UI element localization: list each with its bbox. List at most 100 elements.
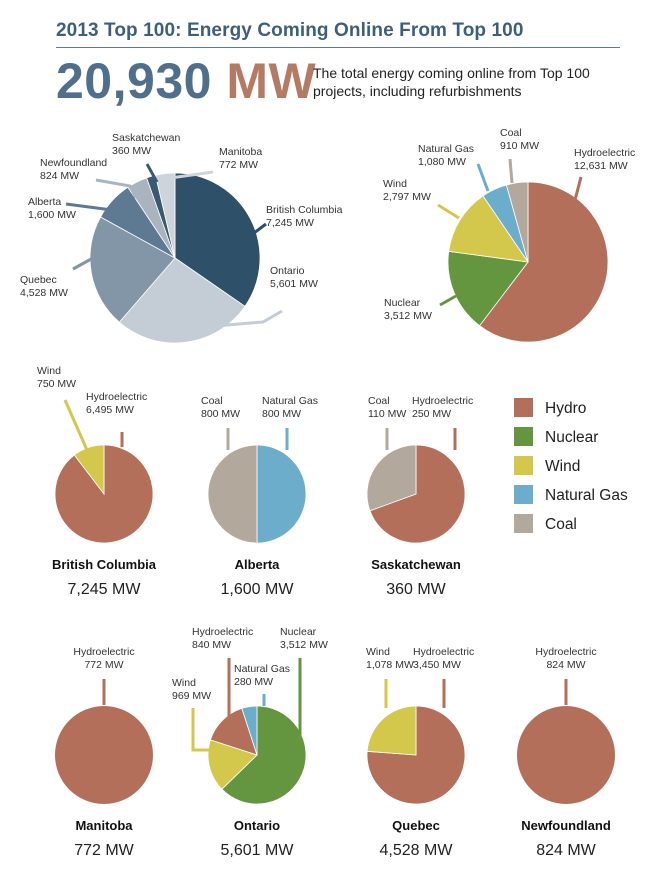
slice-label-name: Nuclear bbox=[384, 297, 421, 309]
pie-slice-coal bbox=[366, 444, 417, 512]
total-energy-unit: MW bbox=[226, 53, 317, 109]
slice-label-value: 772 MW bbox=[219, 159, 258, 171]
pie-title-saskatchewan: Saskatchewan bbox=[371, 557, 461, 572]
slice-label-name: Saskatchewan bbox=[112, 132, 180, 144]
legend-label-nuclear: Nuclear bbox=[545, 429, 598, 446]
slice-label-name: Hydroelectric bbox=[192, 626, 253, 638]
slice-label-value: 3,450 MW bbox=[413, 659, 461, 671]
slice-label-hydroelectric: Hydroelectric 840 MW bbox=[192, 626, 253, 651]
slice-label-natural-gas: Natural Gas 280 MW bbox=[234, 663, 290, 688]
slice-label-british-columbia: British Columbia 7,245 MW bbox=[266, 204, 343, 229]
legend-label-hydro: Hydro bbox=[545, 400, 586, 417]
slice-label-hydroelectric: Hydroelectric 250 MW bbox=[412, 395, 473, 420]
pie-slice-coal bbox=[505, 181, 529, 263]
leader-line-manitoba bbox=[168, 170, 214, 189]
slice-label-value: 4,528 MW bbox=[20, 287, 68, 299]
leader-line-quebec bbox=[72, 256, 94, 271]
leader-line-saskatchewan bbox=[145, 163, 159, 183]
slice-label-quebec: Quebec 4,528 MW bbox=[20, 274, 68, 299]
slice-label-value: 772 MW bbox=[84, 659, 123, 671]
leader-line-british-columbia bbox=[249, 222, 267, 238]
slice-label-value: 824 MW bbox=[546, 659, 585, 671]
slice-label-hydroelectric: Hydroelectric 6,495 MW bbox=[86, 391, 147, 416]
slice-label-name: Coal bbox=[500, 127, 522, 139]
pie-slice-wind bbox=[73, 444, 105, 496]
slice-label-value: 910 MW bbox=[500, 140, 539, 152]
slice-label-hydroelectric: Hydroelectric 772 MW bbox=[73, 646, 134, 671]
slice-label-value: 840 MW bbox=[192, 639, 231, 651]
slice-label-value: 280 MW bbox=[234, 676, 273, 688]
pie-title-newfoundland: Newfoundland bbox=[521, 818, 611, 833]
slice-label-name: Hydroelectric bbox=[73, 646, 134, 658]
pie-slice-hydroelectric bbox=[369, 444, 466, 544]
slice-label-value: 1,080 MW bbox=[418, 156, 466, 168]
slice-label-value: 800 MW bbox=[201, 408, 240, 420]
pie-slice-natural-gas bbox=[241, 705, 258, 756]
leader-line-ontario bbox=[214, 309, 283, 328]
pie-chart-ontario: Nuclear 3,512 MW Wind 969 MW Hydroelectric 84… bbox=[172, 626, 328, 859]
pie-total-ontario: 5,601 MW bbox=[221, 842, 295, 859]
slice-label-wind: Wind 2,797 MW bbox=[383, 178, 431, 203]
legend: Hydro Nuclear Wind Natural Gas Coal bbox=[514, 398, 628, 533]
legend-swatch-hydro bbox=[514, 398, 533, 417]
slice-label-name: Nuclear bbox=[280, 626, 317, 638]
page-title: 2013 Top 100: Energy Coming Online From … bbox=[56, 20, 524, 41]
pie-total-british-columbia: 7,245 MW bbox=[68, 581, 142, 598]
slice-label-newfoundland: Newfoundland 824 MW bbox=[40, 157, 107, 182]
legend-swatch-nuclear bbox=[514, 427, 533, 446]
pie-slice-coal bbox=[207, 444, 258, 544]
slice-label-coal: Coal 110 MW bbox=[368, 395, 406, 420]
pie-slice-hydroelectric bbox=[55, 706, 153, 804]
slice-label-natural-gas: Natural Gas 800 MW bbox=[262, 395, 318, 420]
slice-label-name: Natural Gas bbox=[418, 143, 474, 155]
pie-slice-manitoba bbox=[154, 172, 176, 259]
slice-label-value: 3,512 MW bbox=[280, 639, 328, 651]
leader-line-alberta bbox=[65, 202, 113, 212]
slice-label-name: Hydroelectric bbox=[86, 391, 147, 403]
slice-label-name: Natural Gas bbox=[262, 395, 318, 407]
legend-label-natural-gas: Natural Gas bbox=[545, 487, 628, 504]
pie-slice-ontario bbox=[118, 257, 246, 344]
slice-label-nuclear: Nuclear 3,512 MW bbox=[280, 626, 328, 651]
pie-title-manitoba: Manitoba bbox=[75, 818, 133, 833]
slice-label-name: Hydroelectric bbox=[535, 646, 596, 658]
leader-line-nuclear bbox=[292, 658, 302, 758]
slice-label-value: 2,797 MW bbox=[383, 191, 431, 203]
pie-slice-hydroelectric bbox=[517, 706, 615, 804]
slice-label-value: 3,512 MW bbox=[384, 310, 432, 322]
slice-label-wind: Wind 1,078 MW bbox=[366, 646, 414, 671]
total-energy-figure: 20,930 MW bbox=[56, 52, 316, 110]
slice-label-alberta: Alberta 1,600 MW bbox=[28, 196, 76, 221]
slice-label-hydroelectric: Hydroelectric 3,450 MW bbox=[413, 646, 474, 671]
slice-label-name: Hydroelectric bbox=[412, 395, 473, 407]
pie-total-manitoba: 772 MW bbox=[74, 842, 134, 859]
pie-slice-hydroelectric bbox=[366, 705, 466, 805]
slice-label-saskatchewan: Saskatchewan 360 MW bbox=[112, 132, 180, 157]
leader-line-natural-gas bbox=[476, 163, 490, 192]
slice-label-manitoba: Manitoba 772 MW bbox=[219, 146, 262, 171]
slice-label-value: 6,495 MW bbox=[86, 404, 134, 416]
slice-label-value: 1,600 MW bbox=[28, 209, 76, 221]
legend-label-wind: Wind bbox=[545, 458, 580, 475]
pie-title-ontario: Ontario bbox=[234, 818, 280, 833]
slice-label-wind: Wind 750 MW bbox=[37, 365, 76, 390]
slice-label-value: 800 MW bbox=[262, 408, 301, 420]
slice-label-value: 7,245 MW bbox=[266, 217, 314, 229]
slice-label-name: Manitoba bbox=[219, 146, 262, 158]
slice-label-name: Wind bbox=[383, 178, 407, 190]
pie-slice-wind bbox=[448, 195, 529, 263]
total-energy-number: 20,930 bbox=[56, 53, 212, 109]
pie-chart-by-source: Hydroelectric 12,631 MW Nuclear 3,512 MW Win… bbox=[383, 127, 635, 343]
slice-label-value: 360 MW bbox=[112, 145, 151, 157]
pie-chart-by-province: British Columbia 7,245 MW Ontario 5,601 MW Q… bbox=[20, 132, 343, 344]
slice-label-coal: Coal 910 MW bbox=[500, 127, 539, 152]
slice-label-name: British Columbia bbox=[266, 204, 343, 216]
slice-label-nuclear: Nuclear 3,512 MW bbox=[384, 297, 432, 322]
slice-label-ontario: Ontario 5,601 MW bbox=[270, 265, 318, 290]
slice-label-value: 5,601 MW bbox=[270, 278, 318, 290]
slice-label-name: Ontario bbox=[270, 265, 305, 277]
